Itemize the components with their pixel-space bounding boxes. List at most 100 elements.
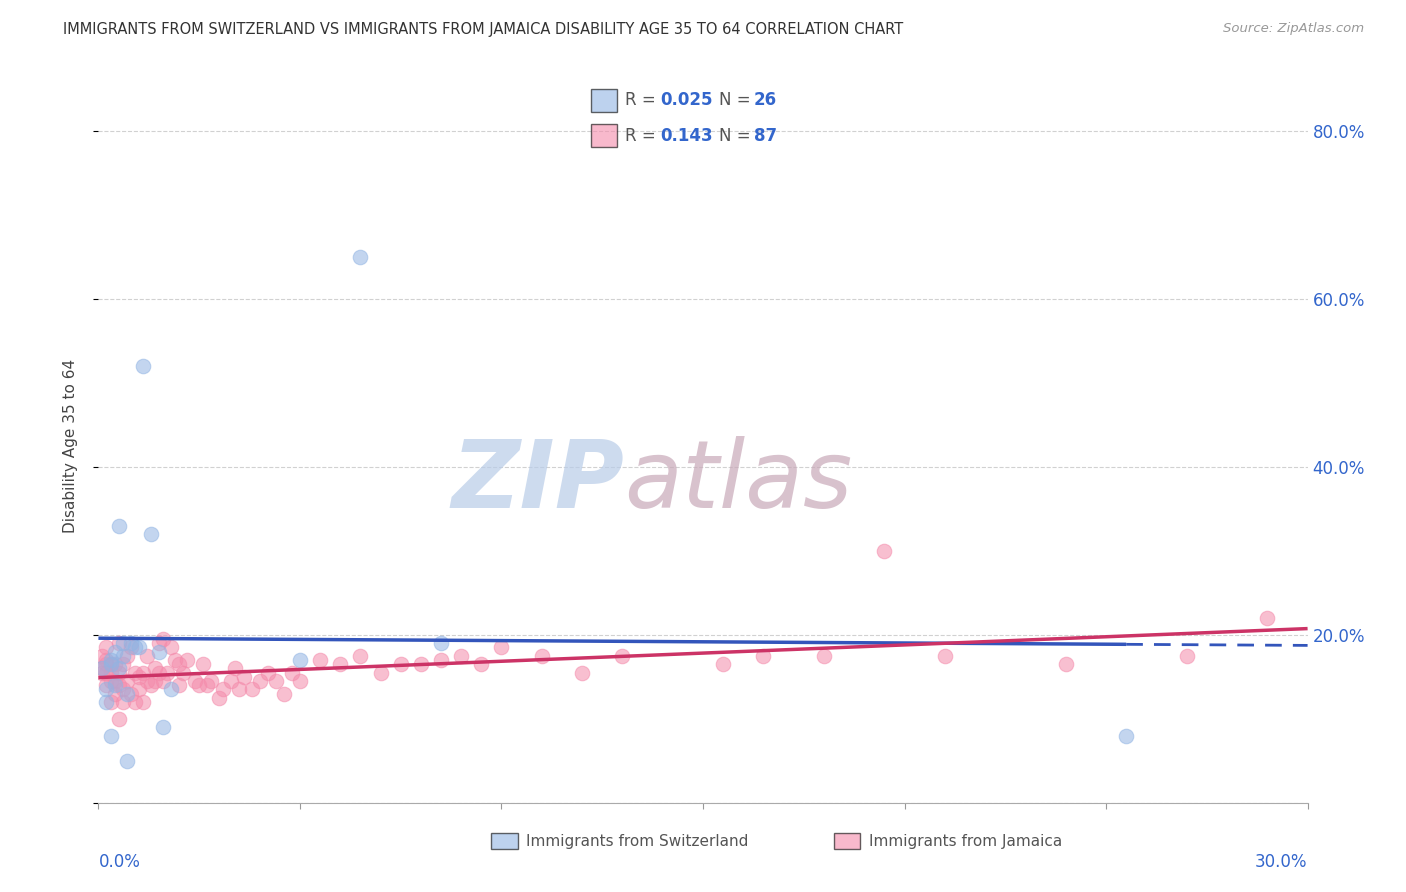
Point (103, 687, 125, 701)
Point (491, 640, 513, 655)
Point (249, 674, 271, 689)
Point (115, 648, 138, 663)
Text: R =: R = (626, 91, 661, 109)
Text: IMMIGRANTS FROM SWITZERLAND VS IMMIGRANTS FROM JAMAICA DISABILITY AGE 35 TO 64 C: IMMIGRANTS FROM SWITZERLAND VS IMMIGRANT… (63, 22, 904, 37)
Point (96, 665, 118, 680)
Point (813, 648, 835, 663)
Point (96, 640, 118, 655)
Point (107, 636, 129, 650)
Point (309, 653, 332, 667)
Text: Source: ZipAtlas.com: Source: ZipAtlas.com (1223, 22, 1364, 36)
Point (152, 632, 174, 646)
Point (111, 636, 134, 650)
Point (200, 674, 222, 689)
Point (224, 661, 246, 675)
Point (103, 657, 125, 672)
Point (139, 678, 162, 692)
Point (711, 657, 734, 672)
Point (120, 687, 142, 701)
Point (111, 695, 134, 709)
Point (1115, 729, 1137, 743)
Point (163, 653, 186, 667)
Point (208, 690, 231, 705)
Point (156, 665, 179, 680)
Point (107, 518, 129, 533)
Point (103, 678, 125, 692)
Point (107, 661, 129, 675)
Point (135, 674, 157, 689)
Text: 0.025: 0.025 (661, 91, 713, 109)
Point (370, 665, 392, 680)
Point (240, 682, 263, 697)
FancyBboxPatch shape (592, 89, 617, 112)
Point (349, 648, 371, 663)
Point (100, 657, 122, 672)
Point (256, 665, 278, 680)
Point (571, 665, 593, 680)
Point (139, 527, 162, 541)
Point (115, 754, 138, 768)
Point (100, 657, 122, 672)
Point (96, 695, 118, 709)
Point (100, 729, 122, 743)
Point (288, 653, 311, 667)
Point (172, 665, 194, 680)
Point (100, 695, 122, 709)
Point (103, 645, 125, 659)
Point (167, 678, 190, 692)
Point (91, 661, 114, 675)
Point (195, 678, 218, 692)
Point (349, 250, 371, 264)
Text: N =: N = (718, 91, 755, 109)
Point (752, 648, 775, 663)
Point (107, 665, 129, 680)
Point (91, 661, 114, 675)
Point (1256, 611, 1278, 625)
Point (530, 648, 553, 663)
Point (160, 682, 183, 697)
Point (148, 665, 170, 680)
Point (176, 653, 198, 667)
Text: atlas: atlas (624, 436, 852, 527)
Point (188, 678, 211, 692)
Text: Immigrants from Switzerland: Immigrants from Switzerland (526, 834, 749, 849)
Point (450, 648, 472, 663)
Point (107, 678, 129, 692)
Point (873, 544, 896, 558)
Point (132, 665, 155, 680)
Y-axis label: Disability Age 35 to 64: Disability Age 35 to 64 (63, 359, 77, 533)
Point (96, 657, 118, 672)
Point (124, 695, 146, 709)
Point (96, 653, 118, 667)
Point (167, 657, 190, 672)
Point (184, 674, 207, 689)
Point (135, 648, 157, 663)
Point (111, 648, 134, 663)
Text: 87: 87 (754, 127, 778, 145)
Text: 30.0%: 30.0% (1256, 853, 1308, 871)
Point (120, 636, 142, 650)
Point (160, 640, 183, 655)
Point (107, 712, 129, 726)
Text: R =: R = (626, 127, 661, 145)
Point (1175, 648, 1198, 663)
Point (91, 648, 114, 663)
Point (470, 657, 492, 672)
Point (115, 674, 138, 689)
Point (612, 648, 634, 663)
Point (934, 648, 956, 663)
Point (132, 695, 155, 709)
Point (111, 657, 134, 672)
Point (264, 674, 287, 689)
Point (281, 665, 304, 680)
Point (132, 359, 155, 374)
Point (100, 674, 122, 689)
Point (100, 665, 122, 680)
FancyBboxPatch shape (492, 833, 517, 849)
Text: ZIP: ZIP (451, 435, 624, 528)
Point (148, 645, 170, 659)
Text: 26: 26 (754, 91, 778, 109)
Point (273, 687, 295, 701)
Point (128, 670, 150, 684)
Point (409, 657, 432, 672)
